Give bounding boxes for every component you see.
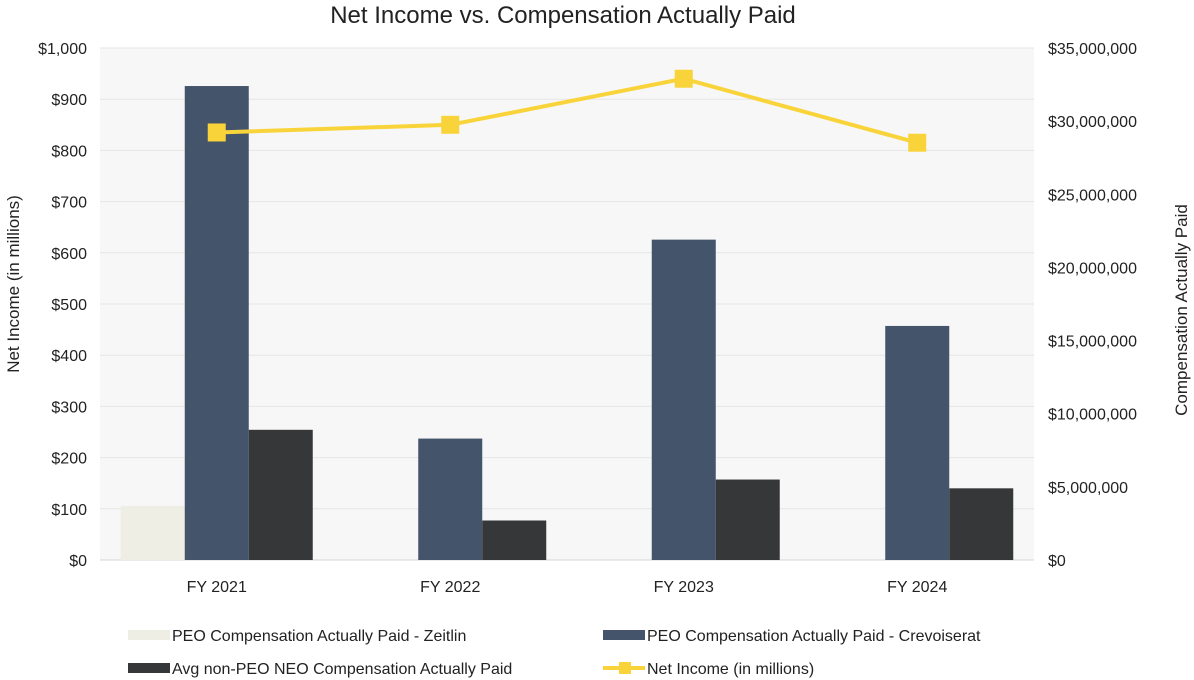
net-income-marker [908, 133, 927, 152]
net-income-line [216, 76, 918, 145]
net-income-line-series [207, 69, 927, 152]
x-tick-label: FY 2021 [187, 579, 247, 596]
legend-swatch [128, 663, 170, 673]
x-tick-label: FY 2022 [420, 579, 480, 596]
bar-avg-non-peo-neo-compensation-actually-paid [248, 429, 313, 560]
x-tick-label: FY 2023 [654, 579, 714, 596]
legend-swatch [128, 630, 170, 640]
left-tick-label: $900 [51, 92, 87, 109]
bar-avg-non-peo-neo-compensation-actually-paid [715, 479, 780, 560]
left-tick-label: $700 [51, 195, 87, 212]
left-tick-label: $200 [51, 451, 87, 468]
right-axis-title: Compensation Actually Paid [1172, 204, 1191, 416]
bar-peo-compensation-actually-paid-zeitlin [120, 505, 185, 560]
bar-series [120, 86, 1014, 561]
legend-label: PEO Compensation Actually Paid - Zeitlin [172, 628, 466, 645]
legend-label: Avg non-PEO NEO Compensation Actually Pa… [172, 661, 512, 678]
left-tick-label: $600 [51, 246, 87, 263]
right-tick-label: $35,000,000 [1048, 41, 1137, 58]
bar-avg-non-peo-neo-compensation-actually-paid [949, 488, 1014, 560]
bar-peo-compensation-actually-paid-crevoiserat [885, 325, 950, 560]
x-axis-ticks: FY 2021 FY 2022 FY 2023 FY 2024 [187, 579, 948, 596]
left-axis-ticks: $0 $100 $200 $300 $400 $500 $600 $700 $800 $900 $1… [38, 41, 87, 570]
legend: PEO Compensation Actually Paid - Zeitlin… [128, 628, 981, 678]
left-tick-label: $800 [51, 143, 87, 160]
left-tick-label: $400 [51, 348, 87, 365]
right-tick-label: $20,000,000 [1048, 260, 1137, 277]
net-income-marker [207, 123, 226, 142]
left-tick-label: $0 [69, 553, 87, 570]
bar-peo-compensation-actually-paid-crevoiserat [651, 239, 716, 561]
bar-peo-compensation-actually-paid-crevoiserat [418, 438, 483, 560]
bar-peo-compensation-actually-paid-crevoiserat [184, 86, 249, 560]
left-tick-label: $300 [51, 399, 87, 416]
x-tick-label: FY 2024 [887, 579, 947, 596]
left-axis-title: Net Income (in millions) [4, 195, 23, 373]
right-tick-label: $5,000,000 [1048, 480, 1128, 497]
legend-swatch [603, 630, 645, 640]
legend-label: PEO Compensation Actually Paid - Crevois… [647, 628, 981, 645]
right-tick-label: $15,000,000 [1048, 334, 1137, 351]
chart-title: Net Income vs. Compensation Actually Pai… [330, 2, 796, 29]
right-tick-label: $25,000,000 [1048, 187, 1137, 204]
net-income-marker [441, 115, 460, 134]
left-tick-label: $500 [51, 297, 87, 314]
right-axis-ticks: $0 $5,000,000 $10,000,000 $15,000,000 $20,00… [1048, 41, 1137, 570]
legend-label: Net Income (in millions) [647, 661, 814, 678]
legend-swatch-marker [619, 662, 631, 674]
left-tick-label: $1,000 [38, 41, 87, 58]
net-income-marker [674, 69, 693, 88]
right-tick-label: $10,000,000 [1048, 407, 1137, 424]
right-tick-label: $30,000,000 [1048, 114, 1137, 131]
gridlines [100, 47, 1034, 561]
right-tick-label: $0 [1048, 553, 1066, 570]
bar-avg-non-peo-neo-compensation-actually-paid [482, 520, 547, 560]
left-tick-label: $100 [51, 502, 87, 519]
